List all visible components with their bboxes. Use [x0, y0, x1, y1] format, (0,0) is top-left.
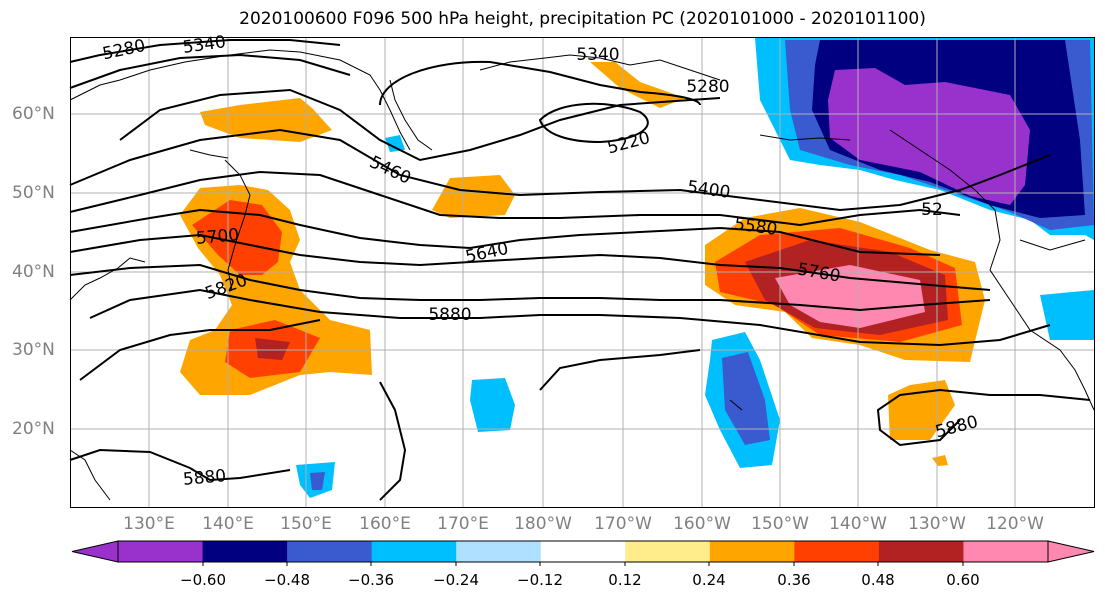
negative-anomaly-region: [310, 472, 325, 490]
lon-label: 160°W: [673, 514, 731, 534]
colorbar: [71, 540, 1095, 566]
contour-label: 5280: [686, 77, 729, 97]
colorbar-tick-label: −0.60: [180, 571, 226, 589]
negative-anomaly-region: [722, 352, 770, 445]
colorbar-swatch: [794, 541, 880, 562]
colorbar-swatch: [963, 541, 1049, 562]
lon-label: 130°E: [123, 514, 175, 534]
lon-label: 150°E: [280, 514, 332, 534]
positive-anomaly-region: [200, 98, 332, 142]
lat-label: 20°N: [12, 419, 55, 439]
lon-label: 140°E: [202, 514, 254, 534]
contour-label: 5220: [605, 128, 652, 159]
colorbar-tick-label: 0.36: [777, 571, 811, 589]
colorbar-tick-label: 0.60: [946, 571, 980, 589]
lon-label: 130°W: [908, 514, 966, 534]
lon-label: 150°W: [751, 514, 809, 534]
colorbar-tick-label: −0.12: [517, 571, 563, 589]
negative-anomaly-region: [1040, 290, 1094, 340]
positive-anomaly-region: [932, 455, 948, 466]
colorbar-tick-label: −0.36: [348, 571, 394, 589]
negative-anomaly-region: [470, 378, 515, 432]
colorbar-swatch: [625, 541, 711, 562]
lat-label: 30°N: [12, 340, 55, 360]
contour-label: 5880: [428, 305, 471, 325]
lon-label: 140°W: [829, 514, 887, 534]
contour-label: 5460: [366, 152, 414, 188]
map-frame: [70, 37, 1095, 508]
lon-label: 120°W: [986, 514, 1044, 534]
colorbar-tick-label: −0.48: [264, 571, 310, 589]
colorbar-swatch: [118, 541, 204, 562]
contour-label: 52: [921, 200, 943, 220]
positive-anomaly-region: [432, 175, 515, 218]
negative-anomaly-region: [828, 68, 1030, 205]
precipitation-shading: [180, 38, 1094, 498]
contour-label: 5880: [182, 466, 227, 490]
colorbar-swatch: [371, 541, 457, 562]
contour-label: 5700: [195, 225, 240, 249]
colorbar-swatch: [456, 541, 542, 562]
lat-label: 60°N: [12, 104, 55, 124]
colorbar-tick-label: 0.48: [861, 571, 895, 589]
height-contours: [69, 39, 1091, 501]
lon-label: 170°E: [437, 514, 489, 534]
lon-label: 160°E: [359, 514, 411, 534]
lon-label: 180°W: [514, 514, 572, 534]
lon-label: 170°W: [594, 514, 652, 534]
colorbar-swatch: [709, 541, 795, 562]
colorbar-swatch: [540, 541, 626, 562]
colorbar-border: [117, 540, 1049, 563]
negative-anomaly-region: [385, 135, 405, 152]
colorbar-swatch: [202, 541, 288, 562]
colorbar-swatch: [878, 541, 964, 562]
contour-label: 5340: [576, 45, 619, 65]
chart-title: 2020100600 F096 500 hPa height, precipit…: [239, 9, 926, 29]
colorbar-extend-max: [1047, 540, 1095, 563]
colorbar-extend-min: [71, 540, 119, 563]
positive-anomaly-region: [255, 338, 290, 360]
colorbar-tick-label: 0.12: [608, 571, 642, 589]
positive-anomaly-region: [590, 62, 685, 108]
lat-label: 50°N: [12, 183, 55, 203]
colorbar-swatch: [287, 541, 373, 562]
colorbar-tick-label: −0.24: [433, 571, 479, 589]
contour-labels: 5280 5340 53405280522054605400558056405700…: [101, 32, 980, 490]
lat-label: 40°N: [12, 262, 55, 282]
colorbar-tick-label: 0.24: [692, 571, 726, 589]
